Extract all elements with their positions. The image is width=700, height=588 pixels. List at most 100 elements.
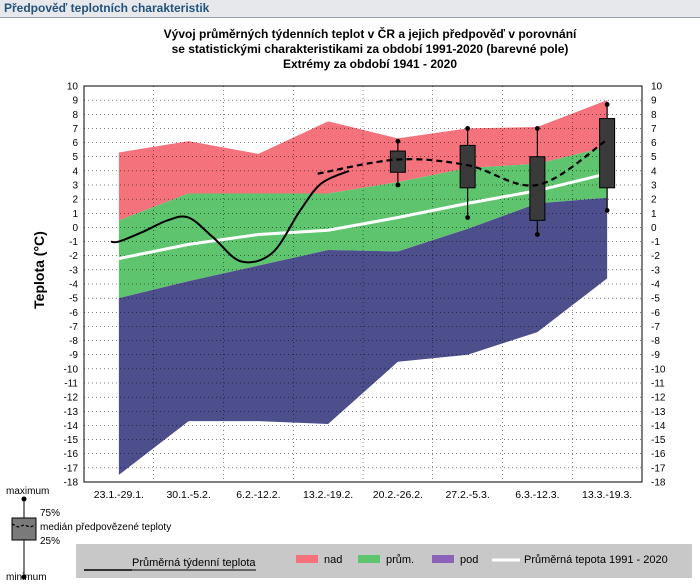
legend-pod-swatch [432,555,454,563]
y-tick-label-left: -4 [69,280,78,291]
y-tick-label-right: -5 [651,294,660,305]
y-tick-label-right: 8 [651,110,657,121]
y-tick-label-left: -15 [64,435,79,446]
y-tick-label-right: -17 [651,463,666,474]
key-median-line [11,523,37,528]
legend-nad-label: nad [324,554,342,566]
y-tick-label-right: 5 [651,152,657,163]
key-minimum-label: minimum [6,572,47,583]
y-tick-label-right: -9 [651,350,660,361]
forecast-min-point [465,215,471,220]
y-tick-label-right: -14 [651,421,666,432]
y-tick-label-left: -8 [69,336,78,347]
y-tick-label-left: -14 [64,421,79,432]
legend-normal-label: Průměrná tepota 1991 - 2020 [524,554,668,566]
y-tick-label-left: -3 [69,265,78,276]
chart-title-line-3: Extrémy za období 1941 - 2020 [283,57,457,71]
y-tick-label-right: 6 [651,138,657,149]
page-header: Předpověď teplotních charakteristik [0,0,700,18]
page-header-title: Předpověď teplotních charakteristik [4,1,210,15]
forecast-box [389,150,406,173]
y-tick-label-left: -13 [64,407,79,418]
y-tick-label-left: -5 [69,294,78,305]
y-tick-label-right: -1 [651,237,660,248]
y-tick-label-left: 6 [72,138,78,149]
normal-1991-2020-line [118,172,608,261]
y-axis-title: Teplota (°C) [31,231,47,309]
legend-prum-swatch [358,555,380,563]
legend-prum-label: prům. [386,554,414,566]
key-p25-label: 25% [40,536,60,547]
y-tick-label-right: -12 [651,393,666,404]
forecast-min-point [604,208,610,213]
legend-nad-swatch [296,555,318,563]
y-tick-label-left: -12 [64,393,79,404]
x-tick-label: 20.2.-26.2. [373,489,423,501]
forecast-max-point [604,101,610,107]
y-tick-label-right: -11 [651,379,665,390]
key-box [11,517,37,541]
forecast-box [599,118,616,189]
y-tick-label-right: 0 [651,223,657,234]
y-tick-label-left: 3 [72,181,78,192]
observed-weekly-line [110,169,350,264]
y-tick-label-right: 4 [651,166,657,177]
y-tick-label-right: -6 [651,308,660,319]
key-min-dot [21,574,27,580]
y-tick-label-right: 1 [651,209,657,220]
y-tick-label-right: 9 [651,96,657,107]
y-tick-label-left: -6 [69,308,78,319]
legend-pod-label: pod [460,554,478,566]
y-tick-label-right: 3 [651,181,657,192]
chart-title-line-2: se statistickými charakteristikami za ob… [172,42,569,56]
y-tick-label-right: 2 [651,195,657,206]
y-tick-label-right: -8 [651,336,660,347]
y-tick-label-left: 8 [72,110,78,121]
y-tick-label-left: -1 [69,237,78,248]
plot-area: 10 109 98 87 76 65 54 43 32 21 10 0-1 -1-2 -2-3 -3-4 -4… [64,82,666,502]
y-tick-label-left: -17 [64,463,79,474]
y-tick-label-right: -16 [651,449,666,460]
y-tick-label-left: -7 [69,322,78,333]
y-tick-label-right: -18 [651,478,666,489]
y-tick-label-left: 5 [72,152,78,163]
forecast-max-point [465,126,471,131]
y-tick-label-left: 4 [72,166,78,177]
y-tick-label-right: -4 [651,280,660,291]
x-tick-label: 27.2.-5.3. [445,489,489,501]
forecast-box [529,156,546,221]
band-nad [118,100,608,221]
y-tick-label-left: 1 [72,209,78,220]
y-tick-label-left: -9 [69,350,78,361]
y-tick-label-left: 7 [72,124,78,135]
y-tick-label-right: -2 [651,251,660,262]
band-pod [118,197,608,475]
key-maximum-label: maximum [6,486,49,497]
legend-bar [76,544,692,578]
key-median-label: medián předpovězené teploty [40,522,171,533]
y-tick-label-left: 0 [72,223,78,234]
y-tick-label-left: -11 [64,379,78,390]
key-p75-label: 75% [40,508,60,519]
y-tick-label-left: -18 [64,478,79,489]
x-tick-label: 6.3.-12.3. [515,489,559,501]
y-tick-label-right: -7 [651,322,660,333]
forecast-min-point [534,232,540,237]
x-tick-label: 23.1.-29.1. [94,489,144,501]
forecast-max-point [395,138,401,144]
y-tick-label-left: 10 [67,82,79,93]
y-tick-label-left: 9 [72,96,78,107]
y-tick-label-right: -15 [651,435,666,446]
y-tick-label-left: -16 [64,449,79,460]
x-tick-label: 13.2.-19.2. [303,489,353,501]
y-tick-label-right: -13 [651,407,666,418]
y-tick-label-left: -2 [69,251,78,262]
x-tick-label: 6.2.-12.2. [236,489,280,501]
forecast-max-point [534,126,540,131]
y-tick-label-right: 10 [651,82,663,93]
y-tick-label-right: -10 [651,364,666,375]
forecast-median-line [317,138,608,187]
x-tick-label: 13.3.-19.3. [582,489,632,501]
forecast-box [459,144,476,189]
